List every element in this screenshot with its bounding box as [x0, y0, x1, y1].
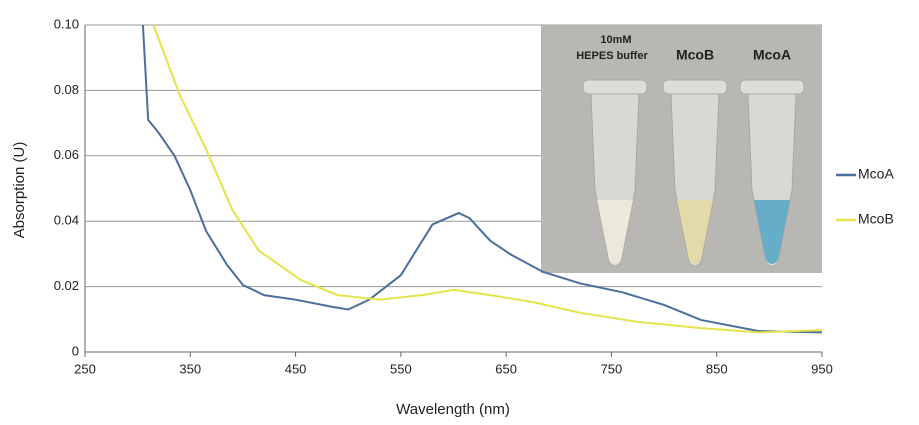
- x-tick-label: 450: [285, 361, 307, 376]
- y-axis-label: Absorption (U): [11, 142, 28, 239]
- series-line: [152, 24, 823, 334]
- x-axis-label: Wavelength (nm): [396, 401, 510, 418]
- tube-liquid: [754, 200, 790, 264]
- legend-label: McoB: [858, 211, 894, 227]
- x-tick-label: 350: [179, 361, 201, 376]
- x-tick-label: 650: [495, 361, 517, 376]
- legend-label: McoA: [858, 166, 894, 182]
- inset-label: McoB: [676, 47, 714, 63]
- x-tick-label: 850: [706, 361, 728, 376]
- tube-cap: [662, 79, 728, 95]
- series-line: [141, 24, 823, 334]
- tube-cap: [582, 79, 648, 95]
- tube-liquid: [597, 200, 633, 264]
- x-tick-label: 250: [74, 361, 96, 376]
- x-tick-label: 550: [390, 361, 412, 376]
- y-tick-label: 0.10: [54, 16, 79, 31]
- y-tick-label: 0.06: [54, 147, 79, 162]
- y-tick-label: 0.08: [54, 82, 79, 97]
- tube-cap: [739, 79, 805, 95]
- y-tick-label: 0.04: [54, 213, 79, 228]
- x-tick-label: 750: [601, 361, 623, 376]
- tube-liquid: [677, 200, 713, 264]
- inset-label: HEPES buffer: [576, 50, 648, 62]
- x-tick-label: 950: [811, 361, 833, 376]
- y-tick-label: 0.02: [54, 278, 79, 293]
- y-tick-label: 0: [72, 343, 79, 358]
- inset-label: 10mM: [600, 34, 631, 46]
- inset-label: McoA: [753, 47, 791, 63]
